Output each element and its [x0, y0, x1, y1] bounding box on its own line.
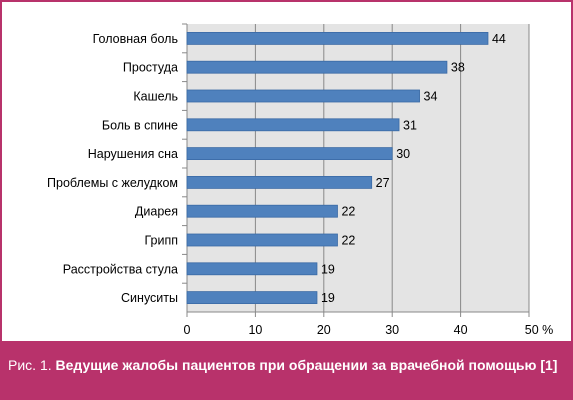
bar — [186, 262, 318, 276]
chart-panel: 0 10 20 30 40 50 % Головная боль 44 Простуда 38 Ка… — [2, 2, 571, 341]
category-label: Диарея — [135, 205, 178, 219]
category-label: Расстройства стула — [63, 262, 178, 276]
bar — [186, 233, 338, 247]
figure-caption: Рис. 1. Ведущие жалобы пациентов при обр… — [8, 354, 568, 376]
category-label: Нарушения сна — [88, 147, 178, 161]
value-label: 22 — [341, 205, 355, 219]
value-label: 30 — [396, 147, 410, 161]
bar-chart: 0 10 20 30 40 50 % Головная боль 44 Простуда 38 Ка… — [47, 23, 554, 337]
x-tick-label: 0 — [184, 323, 191, 337]
value-label: 19 — [321, 291, 335, 305]
category-label: Кашель — [133, 90, 178, 104]
x-tick-label: 10 — [248, 323, 262, 337]
category-label: Боль в спине — [102, 118, 178, 132]
value-label: 44 — [492, 32, 506, 46]
value-label: 31 — [403, 118, 417, 132]
bar — [186, 60, 448, 74]
value-label: 19 — [321, 262, 335, 276]
bar — [186, 175, 373, 189]
value-label: 34 — [424, 90, 438, 104]
bar — [186, 118, 400, 132]
category-label: Проблемы с желудком — [47, 176, 178, 190]
category-label: Головная боль — [93, 32, 178, 46]
bar — [186, 204, 338, 218]
value-label: 27 — [376, 176, 390, 190]
caption-prefix: Рис. 1. — [8, 357, 52, 373]
x-tick-label: 40 — [454, 323, 468, 337]
category-label: Грипп — [144, 234, 178, 248]
x-tick-label: 20 — [317, 323, 331, 337]
value-label: 22 — [341, 234, 355, 248]
category-label: Синуситы — [121, 291, 178, 305]
bar — [186, 89, 420, 103]
caption-text: Ведущие жалобы пациентов при обращении з… — [55, 357, 558, 373]
x-tick-label: 50 % — [525, 323, 554, 337]
category-label: Простуда — [123, 61, 178, 75]
bar — [186, 31, 489, 45]
bar — [186, 291, 318, 305]
x-tick-label: 30 — [385, 323, 399, 337]
value-label: 38 — [451, 61, 465, 75]
bar — [186, 147, 393, 161]
